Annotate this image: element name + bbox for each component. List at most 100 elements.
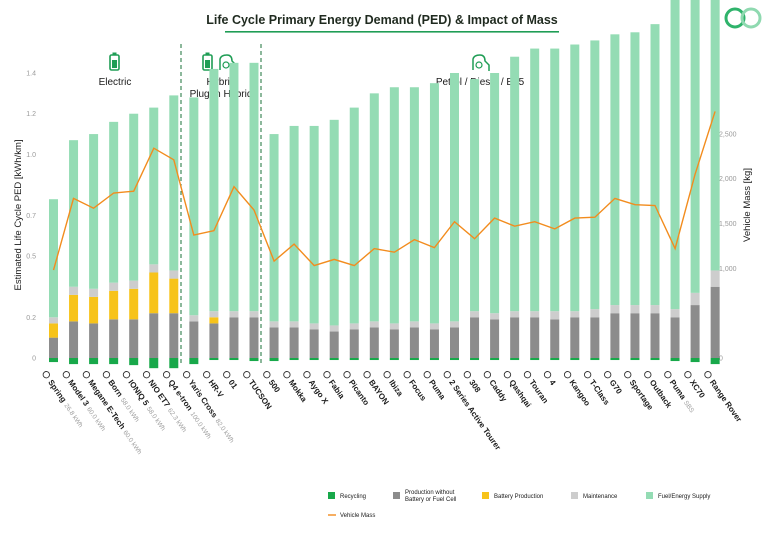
- legend-swatch-fuel-energy-supply: [646, 492, 653, 499]
- bar-stack: [670, 0, 680, 362]
- bar-segment-recycling: [49, 358, 58, 363]
- x-tick-label: 308: [467, 378, 482, 395]
- x-tick-group: Picanto: [343, 371, 371, 407]
- bar-segment-recycling: [109, 358, 119, 365]
- bar-segment-maintenance: [490, 313, 500, 320]
- bar-segment-production-without-battery-or-fuel-cell: [209, 323, 219, 358]
- car-brand-icon: [423, 371, 431, 379]
- bar-segment-production-without-battery-or-fuel-cell: [169, 313, 179, 358]
- legend-label-battery-production: Battery Production: [494, 494, 543, 500]
- bar-segment-battery-production: [69, 294, 79, 322]
- bar-segment-maintenance: [550, 311, 560, 320]
- stacked-bars: [49, 0, 720, 369]
- x-tick-label-model: Born: [106, 378, 124, 399]
- bar-segment-recycling: [409, 358, 419, 361]
- bar-stack: [450, 73, 459, 361]
- bar-segment-recycling: [690, 358, 700, 363]
- bar-segment-production-without-battery-or-fuel-cell: [690, 305, 700, 358]
- car-brand-icon: [162, 371, 171, 379]
- bar-segment-maintenance: [409, 321, 419, 328]
- group-ice-header: Petrol / Diesel / E85: [436, 54, 525, 88]
- fuel-pump-icon: [472, 54, 490, 71]
- bar-segment-maintenance: [269, 321, 279, 328]
- bar-segment-fuel-energy-supply: [450, 73, 459, 322]
- bar-segment-maintenance: [650, 305, 660, 314]
- bar-segment-recycling: [510, 358, 520, 361]
- legend-swatch-recycling: [328, 492, 335, 499]
- bar-segment-maintenance: [530, 311, 540, 318]
- bar-segment-recycling: [329, 358, 339, 361]
- x-tick-label: G70: [608, 378, 624, 396]
- bar-segment-recycling: [349, 358, 359, 361]
- bar-segment-production-without-battery-or-fuel-cell: [129, 319, 139, 358]
- car-brand-icon: [183, 371, 191, 379]
- x-tick-label: XC70: [688, 378, 707, 400]
- bar-stack: [89, 134, 99, 365]
- bar-stack: [109, 121, 119, 365]
- bar-segment-recycling: [149, 358, 159, 369]
- bar-segment-fuel-energy-supply: [129, 113, 139, 281]
- bar-segment-production-without-battery-or-fuel-cell: [389, 329, 399, 358]
- x-tick-label-model: Ibiza: [387, 378, 405, 398]
- bar-segment-recycling: [229, 358, 239, 361]
- x-tick-label-model: Fabia: [327, 378, 347, 401]
- bar-segment-fuel-energy-supply: [650, 24, 660, 306]
- car-brand-icon: [523, 371, 532, 379]
- x-tick-label-model: Megane E-Tech: [86, 378, 127, 431]
- bar-segment-maintenance: [309, 323, 319, 330]
- bar-segment-maintenance: [570, 311, 580, 318]
- y-tick-label: 0.5: [26, 254, 36, 261]
- bar-segment-production-without-battery-or-fuel-cell: [329, 331, 339, 358]
- group-label-hybrid: Hybrid: [207, 77, 236, 88]
- bar-segment-fuel-energy-supply: [329, 119, 339, 326]
- vehicle-mass-polyline: [52, 111, 716, 271]
- title-underline: [225, 31, 559, 33]
- bar-segment-recycling: [650, 358, 660, 361]
- x-tick-sublabel: 100.0 kWh: [189, 411, 213, 441]
- bar-segment-recycling: [550, 358, 560, 361]
- bar-segment-recycling: [570, 358, 580, 361]
- car-brand-icon: [243, 371, 251, 379]
- bar-segment-recycling: [530, 358, 540, 361]
- y-axis-label: Estimated Life Cycle PED [kWh/km]: [13, 140, 24, 291]
- x-tick-label-model: Focus: [407, 378, 428, 403]
- bar-segment-production-without-battery-or-fuel-cell: [550, 319, 560, 358]
- bar-stack: [189, 97, 199, 365]
- bar-stack: [650, 24, 660, 361]
- x-tick-group: Mokka: [283, 371, 309, 404]
- bar-segment-battery-production: [209, 317, 219, 324]
- bar-segment-fuel-energy-supply: [710, 0, 720, 271]
- bar-segment-fuel-energy-supply: [470, 79, 480, 312]
- bar-segment-fuel-energy-supply: [590, 40, 600, 310]
- bar-segment-maintenance: [189, 315, 199, 322]
- bar-segment-recycling: [630, 358, 640, 361]
- bar-segment-maintenance: [610, 305, 620, 314]
- bar-segment-maintenance: [670, 309, 680, 318]
- bar-segment-fuel-energy-supply: [610, 34, 620, 306]
- x-tick-group: 4: [543, 371, 558, 387]
- bar-segment-maintenance: [470, 311, 480, 318]
- y-tick-label: 1.2: [26, 111, 36, 118]
- fuel-pump-icon: [219, 54, 237, 71]
- y2-tick-label: 2,000: [719, 176, 737, 183]
- y2-tick-label: 1,500: [719, 221, 737, 228]
- chart-title: Life Cycle Primary Energy Demand (PED) &…: [206, 13, 558, 27]
- y-axis-ticks: 0 0.2 0.5 0.7 1.0 1.2 1.4: [26, 71, 36, 363]
- bar-segment-recycling: [590, 358, 600, 361]
- bar-segment-maintenance: [429, 323, 439, 330]
- x-tick-sublabel: 62.3 kWh: [166, 407, 188, 434]
- bar-segment-recycling: [450, 358, 459, 361]
- x-tick-label-model: 4: [547, 378, 557, 387]
- bar-segment-fuel-energy-supply: [169, 95, 179, 271]
- bar-stack: [269, 134, 279, 362]
- car-brand-icon: [543, 371, 552, 379]
- bar-segment-recycling: [209, 358, 219, 361]
- bar-segment-fuel-energy-supply: [570, 44, 580, 312]
- bar-segment-recycling: [369, 358, 379, 361]
- bar-segment-fuel-energy-supply: [149, 107, 159, 265]
- car-brand-icon: [443, 371, 451, 379]
- bar-segment-production-without-battery-or-fuel-cell: [49, 337, 58, 358]
- bar-stack: [209, 68, 219, 361]
- y2-axis-label: Vehicle Mass [kg]: [742, 168, 753, 242]
